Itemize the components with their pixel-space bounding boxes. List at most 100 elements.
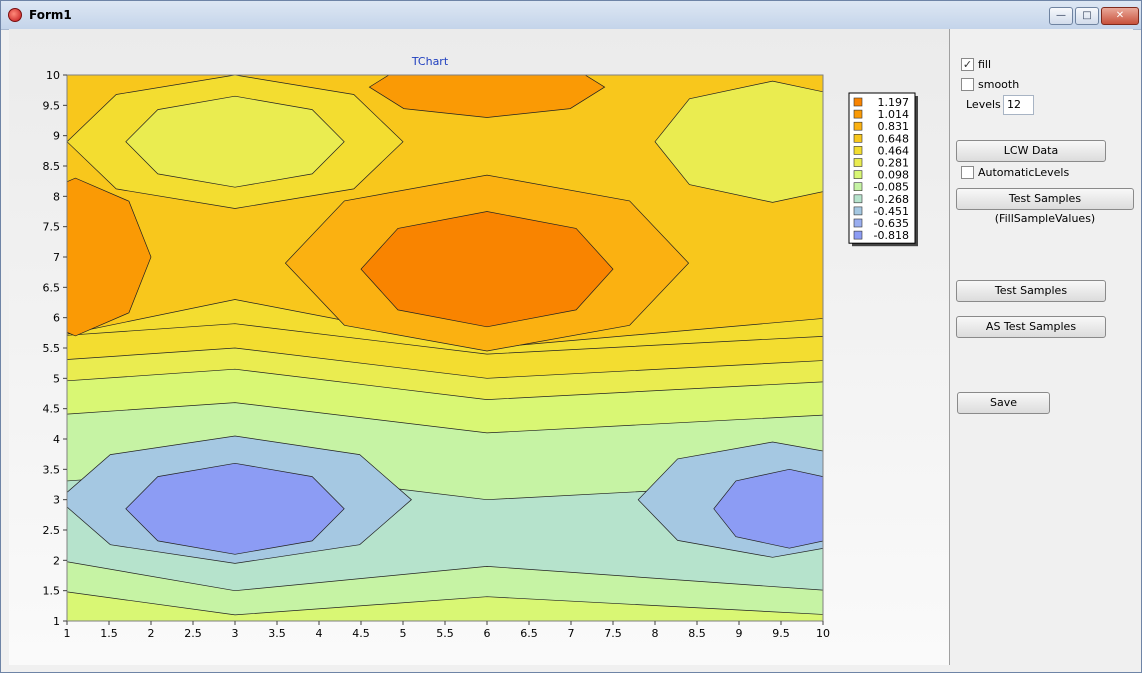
x-tick-label: 5.5 bbox=[436, 627, 454, 640]
smooth-label: smooth bbox=[978, 78, 1020, 91]
levels-label: Levels bbox=[966, 98, 1001, 111]
legend-swatch bbox=[853, 134, 863, 143]
y-tick-label: 6 bbox=[53, 312, 60, 325]
title-bar[interactable]: Form1 — □ ✕ bbox=[1, 1, 1141, 30]
y-tick-label: 4.5 bbox=[43, 403, 61, 416]
y-tick-label: 2.5 bbox=[43, 524, 61, 537]
x-tick-label: 6 bbox=[484, 627, 491, 640]
x-tick-label: 1 bbox=[64, 627, 71, 640]
lcw-data-button[interactable]: LCW Data bbox=[956, 140, 1106, 162]
y-tick-label: 4 bbox=[53, 433, 60, 446]
legend-label: -0.818 bbox=[874, 229, 909, 242]
legend-label: -0.451 bbox=[874, 205, 909, 218]
contour-band bbox=[654, 80, 823, 203]
y-tick-label: 5 bbox=[53, 372, 60, 385]
app-icon bbox=[8, 8, 22, 22]
legend-swatch bbox=[853, 230, 863, 240]
x-tick-label: 2.5 bbox=[184, 627, 202, 640]
x-tick-label: 7 bbox=[568, 627, 575, 640]
legend-swatch bbox=[853, 218, 863, 228]
plot-area bbox=[67, 75, 823, 621]
minimize-button[interactable]: — bbox=[1049, 7, 1073, 25]
y-axis: 1 1.5 2 2.5 3 3.5 4 4.5 5 5.5 6 6.5 7 7.5 8 8.5 9 9.5 10 bbox=[43, 69, 67, 628]
y-tick-label: 7.5 bbox=[43, 221, 61, 234]
check-mark-icon: ✓ bbox=[962, 58, 973, 71]
x-tick-label: 10 bbox=[816, 627, 830, 640]
legend-label: 0.648 bbox=[878, 132, 910, 145]
contour-band bbox=[125, 95, 345, 188]
y-tick-label: 10 bbox=[46, 69, 60, 82]
x-tick-label: 9 bbox=[736, 627, 743, 640]
minimize-icon: — bbox=[1056, 10, 1066, 21]
y-tick-label: 3.5 bbox=[43, 463, 61, 476]
test-samples-fill-button[interactable]: Test Samples (FillSampleValues) bbox=[956, 188, 1134, 225]
y-tick-label: 8.5 bbox=[43, 160, 61, 173]
chart-panel: TChart 1 1.5 2 2.5 3 3.5 4 4.5 5 5.5 6 6.5 7 7.5 8 8.5 9… bbox=[9, 29, 950, 665]
x-tick-label: 9.5 bbox=[772, 627, 790, 640]
legend-swatch bbox=[853, 109, 863, 119]
contour-band bbox=[368, 75, 606, 118]
legend-swatch bbox=[853, 121, 863, 131]
levels-input[interactable]: 12 bbox=[1003, 95, 1034, 115]
legend: 1.1971.0140.8310.6480.4640.2810.098-0.08… bbox=[848, 92, 918, 247]
x-tick-label: 8 bbox=[652, 627, 659, 640]
close-icon: ✕ bbox=[1115, 10, 1125, 21]
x-tick-label: 7.5 bbox=[604, 627, 622, 640]
y-tick-label: 3 bbox=[53, 494, 60, 507]
legend-swatch bbox=[853, 194, 863, 204]
chart-title: TChart bbox=[411, 55, 449, 68]
legend-swatch bbox=[853, 206, 863, 216]
x-axis: 1 1.5 2 2.5 3 3.5 4 4.5 5 5.5 6 6.5 7 7.5 8 8.5 9 9.5 10 bbox=[64, 621, 830, 640]
y-tick-label: 8 bbox=[53, 190, 60, 203]
y-tick-label: 9 bbox=[53, 130, 60, 143]
y-tick-label: 7 bbox=[53, 251, 60, 264]
legend-swatch bbox=[853, 182, 863, 191]
x-tick-label: 5 bbox=[400, 627, 407, 640]
as-test-samples-button[interactable]: AS Test Samples bbox=[956, 316, 1106, 338]
y-tick-label: 1 bbox=[53, 615, 60, 628]
y-tick-label: 2 bbox=[53, 554, 60, 567]
legend-swatch bbox=[853, 158, 863, 167]
fill-checkbox[interactable]: ✓ bbox=[961, 58, 974, 71]
legend-label: 1.197 bbox=[878, 96, 910, 109]
fill-label: fill bbox=[978, 58, 992, 71]
y-tick-label: 9.5 bbox=[43, 99, 61, 112]
contour-band bbox=[67, 591, 823, 621]
x-tick-label: 4 bbox=[316, 627, 323, 640]
contour-band bbox=[360, 211, 614, 328]
test-samples-button[interactable]: Test Samples bbox=[956, 280, 1106, 302]
save-button[interactable]: Save bbox=[957, 392, 1050, 414]
maximize-icon: □ bbox=[1082, 10, 1092, 21]
x-tick-label: 6.5 bbox=[520, 627, 538, 640]
x-tick-label: 8.5 bbox=[688, 627, 706, 640]
window-title: Form1 bbox=[29, 8, 72, 22]
x-tick-label: 4.5 bbox=[352, 627, 370, 640]
y-tick-label: 5.5 bbox=[43, 342, 61, 355]
close-button[interactable]: ✕ bbox=[1101, 7, 1139, 25]
legend-swatch bbox=[853, 170, 863, 179]
smooth-checkbox[interactable] bbox=[961, 78, 974, 91]
automatic-levels-label: AutomaticLevels bbox=[978, 166, 1070, 179]
y-tick-label: 1.5 bbox=[43, 585, 61, 598]
x-tick-label: 3 bbox=[232, 627, 239, 640]
legend-label: 0.831 bbox=[878, 120, 910, 133]
x-tick-label: 1.5 bbox=[100, 627, 118, 640]
legend-swatch bbox=[853, 97, 863, 107]
contour-band bbox=[713, 468, 823, 549]
contour-band bbox=[125, 462, 345, 555]
legend-label: 0.098 bbox=[878, 169, 910, 182]
legend-label: -0.085 bbox=[874, 181, 909, 194]
contour-chart[interactable]: TChart 1 1.5 2 2.5 3 3.5 4 4.5 5 5.5 6 6.5 7 7.5 8 8.5 9… bbox=[9, 29, 949, 665]
x-tick-label: 3.5 bbox=[268, 627, 286, 640]
client-area: TChart 1 1.5 2 2.5 3 3.5 4 4.5 5 5.5 6 6.5 7 7.5 8 8.5 9… bbox=[9, 29, 1134, 665]
legend-label: -0.268 bbox=[874, 193, 909, 206]
maximize-button[interactable]: □ bbox=[1075, 7, 1099, 25]
legend-swatch bbox=[853, 146, 863, 155]
contour-band bbox=[67, 177, 152, 337]
automatic-levels-checkbox[interactable] bbox=[961, 166, 974, 179]
legend-label: 0.464 bbox=[878, 144, 910, 157]
legend-label: 1.014 bbox=[878, 108, 910, 121]
legend-label: 0.281 bbox=[878, 157, 910, 170]
legend-label: -0.635 bbox=[874, 217, 909, 230]
x-tick-label: 2 bbox=[148, 627, 155, 640]
